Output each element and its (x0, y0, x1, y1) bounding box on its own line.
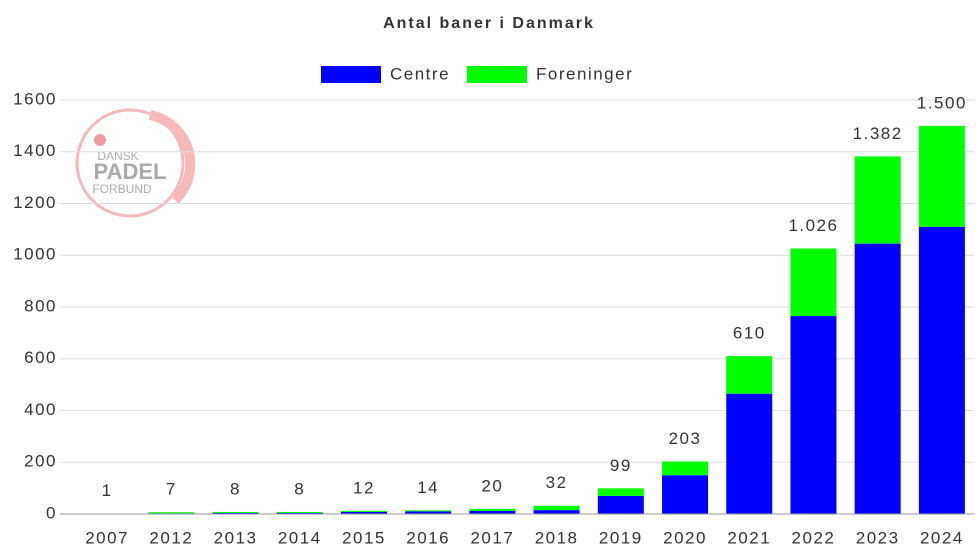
chart-title: Antal baner i Danmark (383, 15, 595, 32)
y-tick-label: 400 (24, 400, 57, 419)
x-tick-label: 2007 (85, 528, 129, 547)
y-tick-label: 1000 (13, 245, 57, 264)
bar-segment (854, 243, 901, 514)
x-tick-label: 2020 (663, 528, 707, 547)
y-tick-label: 1400 (13, 141, 57, 160)
y-tick-label: 600 (24, 348, 57, 367)
x-tick-label: 2016 (406, 528, 450, 547)
legend-label: Foreninger (536, 64, 633, 83)
total-label: 1.026 (788, 216, 838, 235)
total-label: 203 (669, 429, 702, 448)
total-label: 8 (294, 479, 305, 498)
bar-segment (597, 495, 644, 514)
bar-segment (662, 475, 709, 514)
total-label: 1.500 (917, 93, 967, 112)
logo: DANSK PADEL FORBUND (75, 108, 196, 218)
x-tick-label: 2019 (599, 528, 643, 547)
logo-ball (94, 134, 106, 146)
bar-segment (854, 156, 901, 244)
bar-segment (340, 510, 387, 512)
bar-segment (405, 510, 452, 512)
logo-text: FORBUND (92, 182, 152, 196)
bar-segment (918, 125, 965, 227)
x-tick-label: 2021 (727, 528, 771, 547)
bar-segment (790, 316, 837, 514)
legend-label: Centre (390, 64, 450, 83)
bar-segment (469, 508, 516, 511)
total-label: 1.382 (853, 124, 903, 143)
total-label: 8 (230, 479, 241, 498)
bar-segment (597, 488, 644, 496)
x-tick-label: 2012 (149, 528, 193, 547)
bar-segment (790, 248, 837, 317)
x-tick-label: 2024 (920, 528, 964, 547)
bar-segment (533, 505, 580, 511)
legend-swatch (467, 66, 528, 83)
total-label: 7 (166, 480, 177, 499)
legend-swatch (321, 66, 381, 83)
y-tick-label: 1200 (13, 193, 57, 212)
logo-text: DANSK (97, 149, 138, 163)
bar-segment (276, 512, 323, 514)
x-tick-label: 2015 (342, 528, 386, 547)
x-tick-label: 2013 (214, 528, 258, 547)
bar-segment (212, 512, 259, 514)
x-tick-label: 2017 (470, 528, 514, 547)
x-tick-label: 2022 (792, 528, 836, 547)
total-label: 20 (481, 476, 503, 495)
bar-segment (340, 511, 387, 514)
total-label: 14 (417, 478, 439, 497)
logo-arc (148, 110, 196, 204)
bar-segment (662, 461, 709, 476)
y-tick-label: 200 (24, 452, 57, 471)
x-tick-label: 2023 (856, 528, 900, 547)
bar-segment (405, 511, 452, 514)
y-tick-label: 800 (24, 296, 57, 315)
total-label: 1 (102, 481, 113, 500)
total-label: 99 (610, 456, 632, 475)
bar-segment (276, 511, 323, 513)
bar-segment (212, 511, 259, 513)
logo-ring (75, 108, 185, 218)
total-label: 12 (353, 478, 375, 497)
bar-segment (533, 510, 580, 514)
bar-segment (469, 510, 516, 514)
bar-segment (918, 226, 965, 514)
bar-segment (148, 512, 195, 514)
bar-segment (726, 393, 773, 514)
bar-segment (726, 356, 773, 394)
total-label: 32 (546, 473, 568, 492)
logo-text: PADEL (94, 159, 167, 184)
y-tick-label: 1600 (13, 89, 57, 108)
x-tick-label: 2018 (535, 528, 579, 547)
total-label: 610 (733, 324, 766, 343)
x-tick-label: 2014 (278, 528, 322, 547)
y-tick-label: 0 (46, 503, 57, 522)
